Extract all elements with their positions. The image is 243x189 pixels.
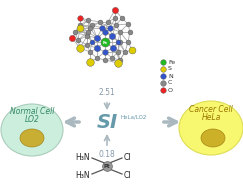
Text: HeLa/LO2: HeLa/LO2 xyxy=(120,115,146,119)
Text: Pt: Pt xyxy=(104,163,110,169)
Ellipse shape xyxy=(179,101,243,155)
Text: Cl: Cl xyxy=(124,153,131,161)
Text: C: C xyxy=(168,81,172,85)
Text: LO2: LO2 xyxy=(25,115,39,125)
Text: 0.18: 0.18 xyxy=(99,150,115,159)
Text: O: O xyxy=(168,88,173,92)
Ellipse shape xyxy=(1,104,63,156)
Text: HeLa: HeLa xyxy=(201,112,221,122)
Text: Normal Cell: Normal Cell xyxy=(10,108,54,116)
Text: Cl: Cl xyxy=(124,170,131,180)
Ellipse shape xyxy=(20,129,44,147)
Text: N: N xyxy=(168,74,173,78)
Text: H₃N: H₃N xyxy=(75,153,90,161)
Text: H₃N: H₃N xyxy=(75,170,90,180)
Text: S: S xyxy=(168,67,172,71)
Ellipse shape xyxy=(201,129,225,147)
Text: Fe: Fe xyxy=(103,41,108,45)
Text: SI: SI xyxy=(96,112,118,132)
Text: 2.51: 2.51 xyxy=(99,88,115,97)
Text: Cancer Cell: Cancer Cell xyxy=(189,105,233,114)
Text: Fe: Fe xyxy=(168,60,175,64)
